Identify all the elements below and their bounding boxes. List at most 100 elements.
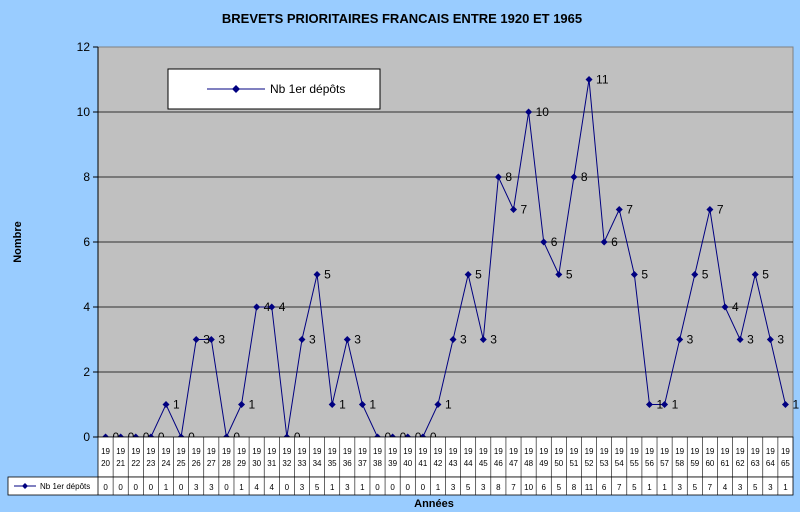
x-category-label-line2: 54: [615, 459, 624, 468]
data-point-marker: [570, 173, 578, 181]
data-label: 8: [505, 170, 512, 184]
x-category-label-line1: 19: [524, 447, 533, 456]
series-line-path: [105, 79, 786, 439]
x-category-label-line2: 31: [267, 459, 276, 468]
data-point-marker: [645, 401, 653, 408]
x-category-label-line1: 19: [464, 447, 473, 456]
data-label: 5: [324, 268, 331, 282]
table-value-cell: 7: [617, 483, 622, 492]
x-category-label-line2: 51: [569, 459, 578, 468]
x-category-label-line1: 19: [781, 447, 790, 456]
table-value-cell: 5: [753, 483, 758, 492]
table-legend-diamond-marker: [22, 483, 28, 489]
x-category-label-line2: 34: [313, 459, 322, 468]
x-category-label-line1: 19: [569, 447, 578, 456]
x-category-label-line2: 36: [343, 459, 352, 468]
data-label: 3: [687, 333, 694, 347]
data-label: 5: [702, 268, 709, 282]
y-axis-title: Nombre: [12, 221, 24, 263]
x-category-label-line1: 19: [509, 447, 518, 456]
x-category-label-line2: 52: [585, 459, 594, 468]
x-category-label-line2: 64: [766, 459, 775, 468]
x-category-label-line1: 19: [615, 447, 624, 456]
x-category-label-line2: 57: [660, 459, 669, 468]
x-category-label-line2: 23: [146, 459, 155, 468]
data-label: 1: [173, 398, 180, 412]
x-category-label-line2: 22: [131, 459, 140, 468]
data-label: 8: [581, 170, 588, 184]
x-category-label-line1: 19: [645, 447, 654, 456]
x-category-label-line2: 25: [177, 459, 186, 468]
x-category-label-line1: 19: [192, 447, 201, 456]
table-value-cell: 1: [360, 483, 365, 492]
y-tick-label: 2: [83, 365, 90, 379]
x-category-label-line2: 53: [600, 459, 609, 468]
table-value-cell: 3: [481, 483, 486, 492]
data-label: 10: [536, 105, 550, 119]
table-value-cell: 0: [285, 483, 290, 492]
data-label: 4: [279, 300, 286, 314]
data-label: 3: [747, 333, 754, 347]
x-category-label-line1: 19: [313, 447, 322, 456]
x-category-label-line1: 19: [433, 447, 442, 456]
x-category-label-line2: 46: [494, 459, 503, 468]
table-value-cell: 5: [315, 483, 320, 492]
y-axis-ticks: 0 2 4 6 8 10 12: [77, 40, 99, 444]
table-value-cell: 7: [511, 483, 516, 492]
data-label: 1: [792, 398, 799, 412]
x-category-label-line1: 19: [479, 447, 488, 456]
x-category-label-line2: 21: [116, 459, 125, 468]
x-category-label-line2: 39: [388, 459, 397, 468]
data-label: 5: [762, 268, 769, 282]
data-point-marker: [162, 401, 170, 408]
table-value-cell: 0: [134, 483, 139, 492]
x-category-label-line1: 19: [721, 447, 730, 456]
table-value-cell: 4: [723, 483, 728, 492]
x-category-label-line1: 19: [131, 447, 140, 456]
data-point-marker: [600, 238, 608, 246]
data-point-marker: [540, 238, 548, 246]
x-category-label-line2: 43: [449, 459, 458, 468]
x-category-label-line2: 38: [373, 459, 382, 468]
x-category-label-line1: 19: [660, 447, 669, 456]
x-category-label-line2: 29: [237, 459, 246, 468]
x-category-label-line1: 19: [539, 447, 548, 456]
chart-title: BREVETS PRIORITAIRES FRANCAIS ENTRE 1920…: [222, 11, 582, 26]
data-table: 19 20 19 21 19 22 19 23 19 24 19 25 19 26 19 27 19 28 19 29…: [7, 436, 794, 496]
x-category-label-line2: 27: [207, 459, 216, 468]
data-point-marker: [691, 271, 699, 278]
table-value-cell: 11: [585, 483, 594, 492]
x-category-label-line1: 19: [116, 447, 125, 456]
table-value-cell: 10: [524, 483, 533, 492]
data-point-marker: [630, 271, 638, 278]
legend-box: [167, 68, 381, 110]
x-category-label-line2: 56: [645, 459, 654, 468]
data-label: 6: [551, 235, 558, 249]
legend-diamond-marker: [232, 85, 240, 93]
data-point-marker: [343, 336, 351, 343]
gridlines: [98, 111, 793, 373]
x-category-label-line2: 33: [298, 459, 307, 468]
data-point-marker: [238, 401, 246, 408]
x-category-label-line1: 19: [282, 447, 291, 456]
legend: Nb 1er dépôts: [167, 68, 381, 110]
x-category-label-line1: 19: [630, 447, 639, 456]
x-category-label-line1: 19: [328, 447, 337, 456]
x-category-label-line2: 45: [479, 459, 488, 468]
table-value-cell: 3: [451, 483, 456, 492]
x-category-label-line1: 19: [101, 447, 110, 456]
x-category-label-line1: 19: [585, 447, 594, 456]
data-label: 7: [520, 203, 527, 217]
x-category-label-line2: 58: [675, 459, 684, 468]
x-category-label-line1: 19: [736, 447, 745, 456]
data-point-marker: [464, 271, 472, 278]
x-category-label-line1: 19: [766, 447, 775, 456]
data-label: 11: [596, 73, 609, 87]
data-point-marker: [585, 76, 593, 83]
table-value-cell: 5: [466, 483, 471, 492]
data-label: 3: [460, 333, 467, 347]
y-tick-label: 10: [77, 105, 91, 119]
table-series-name: Nb 1er dépôts: [40, 482, 90, 491]
x-category-label-line2: 55: [630, 459, 639, 468]
x-category-label-line1: 19: [146, 447, 155, 456]
